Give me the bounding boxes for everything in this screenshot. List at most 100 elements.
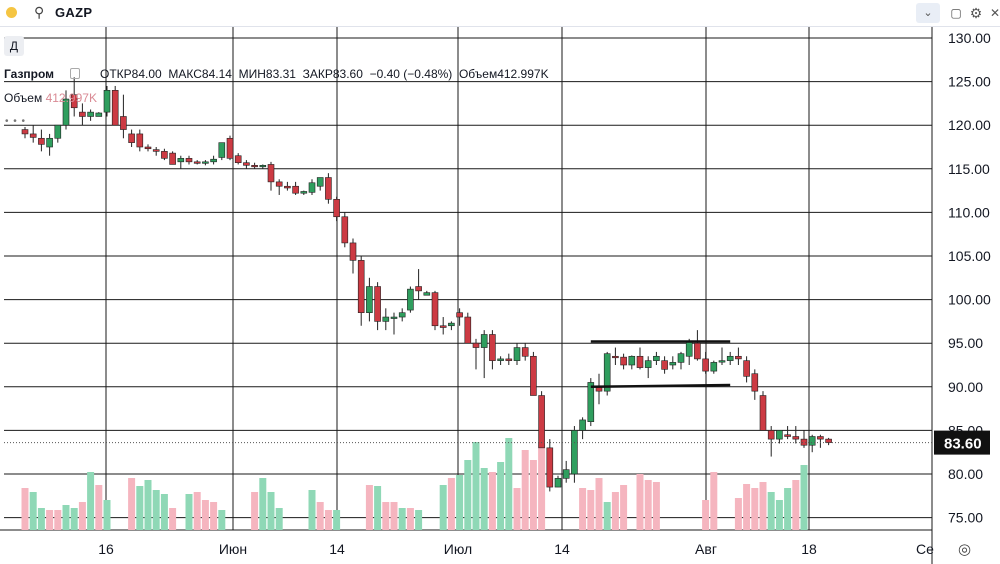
volume-bar: [505, 438, 513, 530]
volume-bar: [251, 492, 259, 530]
volume-bar: [37, 508, 45, 530]
candle-body: [46, 137, 53, 148]
volume-bar: [611, 492, 619, 530]
candle-body: [661, 360, 668, 370]
candle-body: [29, 133, 37, 138]
candle-body: [644, 360, 652, 368]
volume-bar: [636, 474, 644, 530]
volume-bar: [103, 500, 111, 530]
legend-settings-icon[interactable]: • • •: [5, 116, 27, 127]
candle-body: [70, 94, 78, 109]
volume-bar: [316, 502, 324, 530]
candle-body: [120, 116, 127, 130]
y-tick-label: 100.00: [948, 292, 991, 308]
y-tick-label: 80.00: [948, 466, 983, 482]
low-label: МИН: [238, 67, 266, 81]
last-price-badge: [934, 430, 990, 455]
candle-body: [325, 177, 332, 200]
x-tick-label: 14: [329, 541, 345, 557]
volume-bar: [603, 502, 611, 530]
candle-body: [62, 98, 70, 126]
candle-body: [357, 260, 365, 313]
candle-body: [767, 430, 775, 440]
volume-bar: [751, 488, 759, 530]
chevron-down-icon[interactable]: ⌄: [916, 3, 940, 23]
volume-bar: [160, 494, 168, 530]
volume-bar: [136, 486, 144, 530]
volume-bar: [201, 500, 209, 530]
top-bar: ⚲ GAZP ⌄ ▢ ⚙ ✕: [0, 0, 1000, 27]
volume-bar: [784, 488, 792, 530]
volume-bar: [595, 478, 603, 530]
volume-bar: [538, 442, 546, 530]
x-tick-label: 16: [98, 541, 114, 557]
volume-bar: [480, 468, 488, 530]
legend-toggle-icon[interactable]: [70, 68, 80, 79]
candle-body: [677, 353, 685, 363]
volume-bar: [308, 490, 316, 530]
interval-button[interactable]: Д: [4, 36, 24, 56]
search-icon[interactable]: ⚲: [34, 4, 45, 20]
volume-bar: [152, 490, 160, 530]
candle-body: [505, 358, 513, 361]
volume-bar: [95, 485, 103, 530]
volume-bar: [210, 502, 218, 530]
candle-body: [431, 292, 439, 327]
trendline: [590, 383, 731, 389]
volume-bar: [521, 450, 529, 530]
volume-bar: [398, 508, 406, 530]
candle-body: [382, 316, 390, 322]
volume-bar: [472, 442, 480, 530]
volume-bar: [169, 508, 177, 530]
close-label: ЗАКР: [302, 67, 333, 81]
axis-settings-icon[interactable]: ◎: [958, 541, 972, 558]
candle-body: [390, 316, 398, 319]
candle-body: [571, 430, 578, 475]
volume-bar: [759, 482, 767, 530]
volume-row-label: Объем: [4, 91, 43, 105]
candle-body: [735, 355, 742, 360]
candle-body: [743, 360, 750, 377]
candle-body: [210, 158, 217, 163]
close-icon[interactable]: ✕: [989, 6, 1000, 20]
candle-body: [587, 382, 595, 422]
y-tick-label: 75.00: [948, 510, 983, 526]
volume-bar: [382, 502, 390, 530]
candle-body: [694, 342, 701, 360]
candle-body: [251, 165, 258, 168]
square-icon[interactable]: ▢: [950, 6, 962, 20]
x-tick-label: Июн: [219, 541, 247, 557]
candle-body: [776, 430, 783, 440]
candle-body: [161, 151, 168, 159]
volume-bar: [365, 485, 373, 530]
symbol-search[interactable]: GAZP: [55, 5, 93, 20]
candle-body: [152, 149, 160, 152]
candle-body: [423, 292, 431, 296]
candle-body: [193, 161, 201, 164]
volume-bar: [587, 490, 595, 530]
candle-body: [202, 161, 209, 164]
volume-bar: [259, 478, 267, 530]
volume-bar: [128, 478, 136, 530]
candle-body: [234, 155, 242, 163]
high-label: МАКС: [168, 67, 202, 81]
volume-bar: [185, 494, 193, 530]
candle-body: [726, 355, 734, 361]
low-value: 83.31: [265, 67, 296, 81]
volume-bar: [497, 462, 505, 530]
volume-bar: [800, 465, 808, 530]
volume-bar: [70, 508, 78, 530]
candle-body: [333, 199, 340, 218]
volume-value: 412.997K: [497, 67, 549, 81]
y-tick-label: 115.00: [948, 161, 990, 177]
volume-bar: [267, 492, 275, 530]
volume-bar: [792, 480, 800, 530]
candle-body: [398, 312, 406, 318]
volume-bar: [743, 484, 751, 530]
candle-body: [817, 436, 824, 440]
close-value: 83.60: [332, 67, 363, 81]
legend-row: Газпром ОТКР84.00 МАКС84.14 МИН83.31 ЗАК…: [4, 67, 549, 81]
x-tick-label: 18: [801, 541, 817, 557]
gear-icon[interactable]: ⚙: [969, 5, 983, 21]
